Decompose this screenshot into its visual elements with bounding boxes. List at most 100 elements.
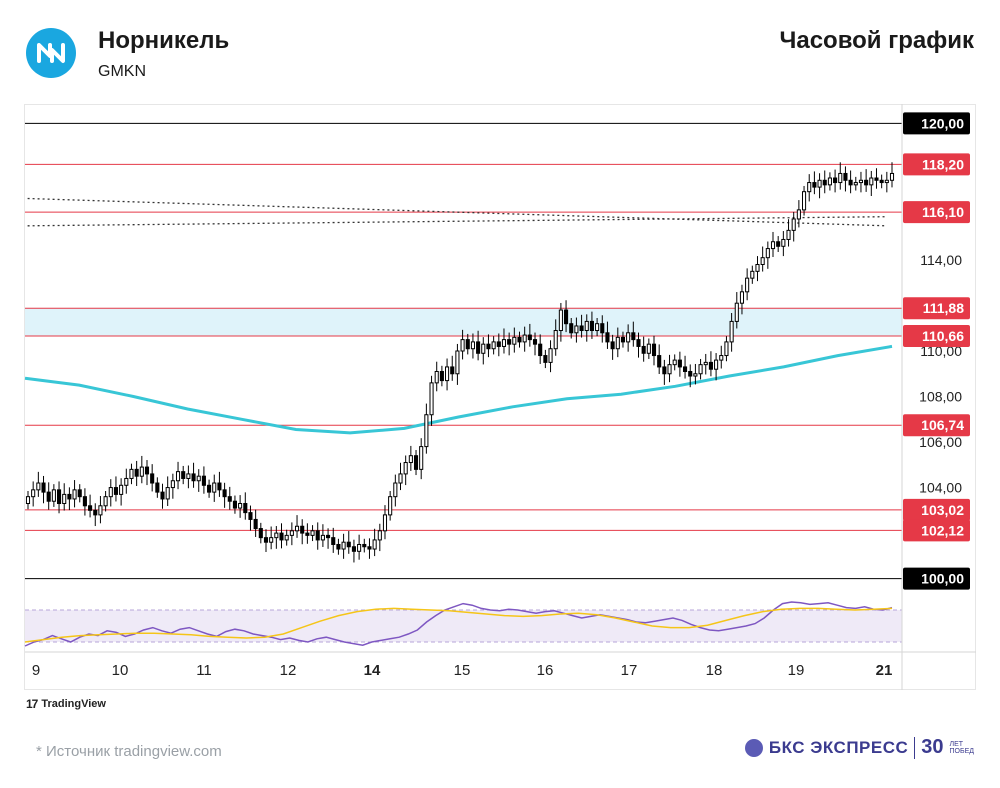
candle-body	[88, 505, 93, 511]
trendline	[27, 216, 887, 227]
candle-body	[326, 534, 331, 539]
candle-body	[367, 546, 372, 550]
candle-body	[564, 309, 569, 325]
candle-body	[874, 177, 879, 181]
candle-body	[320, 534, 325, 541]
candle-body	[25, 496, 31, 505]
candle-body	[336, 543, 341, 550]
candle-body	[139, 466, 144, 477]
candle-body	[269, 537, 274, 543]
x-tick-label: 9	[32, 662, 40, 679]
candle-body	[481, 343, 486, 354]
brand-divider	[914, 736, 916, 759]
candle-body	[398, 473, 403, 484]
candle-body	[610, 341, 615, 350]
price-level-badge	[903, 112, 970, 135]
candle-body	[294, 525, 300, 532]
nornickel-logo-icon	[26, 28, 76, 78]
candle-body	[108, 487, 113, 498]
candle-body	[424, 414, 429, 448]
candle-body	[382, 514, 388, 532]
candle-body	[584, 320, 589, 332]
candle-body	[729, 320, 734, 343]
candle-body	[507, 339, 512, 345]
candle-body	[160, 491, 165, 500]
candle-body	[341, 541, 346, 550]
candle-body	[232, 500, 237, 509]
candle-body	[869, 177, 874, 186]
candle-body	[170, 480, 175, 489]
candle-body	[36, 482, 41, 491]
x-tick-label: 21	[876, 662, 893, 679]
candle-body	[750, 270, 755, 279]
candle-body	[807, 182, 812, 193]
candle-body	[155, 482, 160, 493]
candle-body	[243, 503, 248, 514]
candle-body	[315, 530, 320, 541]
candle-body	[227, 496, 232, 502]
candle-body	[512, 336, 517, 345]
candle-body	[72, 489, 77, 500]
candle-body	[67, 493, 72, 500]
candle-body	[734, 302, 739, 322]
candle-body	[93, 509, 98, 516]
candle-body	[253, 518, 258, 530]
price-level-badge	[903, 297, 970, 320]
candle-body	[532, 339, 538, 345]
price-level-badge	[903, 414, 970, 437]
y-tick-label: 104,00	[919, 480, 962, 496]
candle-body	[357, 543, 362, 552]
candle-body	[579, 325, 584, 332]
x-tick-label: 18	[706, 662, 723, 679]
candle-body	[62, 493, 67, 505]
candle-body	[274, 532, 279, 539]
candle-body	[460, 339, 465, 352]
x-tick-label: 14	[364, 662, 381, 679]
candle-body	[56, 489, 62, 505]
candle-body	[465, 339, 470, 350]
candle-body	[558, 309, 563, 332]
candle-body	[517, 336, 522, 343]
candle-body	[134, 468, 139, 477]
candle-body	[501, 339, 507, 347]
candle-body	[760, 257, 765, 266]
candle-body	[631, 332, 636, 341]
candle-body	[470, 341, 475, 350]
candle-body	[103, 496, 108, 507]
candle-body	[238, 503, 243, 509]
candle-body	[574, 325, 579, 334]
rsi-band	[25, 610, 902, 642]
candle-body	[522, 334, 527, 343]
candle-body	[595, 323, 600, 332]
price-level-badge	[903, 519, 970, 542]
candle-body	[186, 473, 191, 479]
candle-body	[212, 482, 217, 493]
candle-body	[403, 462, 408, 475]
candle-body	[822, 179, 827, 186]
candle-body	[165, 487, 170, 500]
candle-body	[144, 466, 150, 475]
candle-body	[207, 484, 212, 493]
candle-body	[362, 543, 367, 548]
candle-body	[708, 361, 713, 370]
price-level-label: 103,02	[921, 502, 964, 518]
candle-body	[217, 482, 222, 491]
tradingview-label: TradingView	[41, 698, 106, 710]
price-level-label: 118,20	[922, 156, 964, 172]
candle-body	[491, 341, 496, 350]
x-tick-label: 16	[537, 662, 554, 679]
candle-body	[589, 320, 594, 332]
candle-body	[98, 505, 103, 516]
candle-body	[827, 177, 832, 186]
candle-body	[765, 248, 770, 259]
candle-body	[791, 218, 796, 231]
candle-body	[377, 530, 382, 541]
candle-body	[884, 179, 889, 184]
price-level-badge	[903, 153, 970, 176]
brand-years-caption-line: ПОБЕД	[949, 747, 974, 755]
candle-body	[181, 471, 186, 479]
brand-years-caption: ЛЕТ ПОБЕД	[950, 741, 974, 755]
candle-body	[693, 373, 698, 377]
ticker-code: GMKN	[98, 63, 146, 80]
candle-body	[662, 366, 667, 375]
